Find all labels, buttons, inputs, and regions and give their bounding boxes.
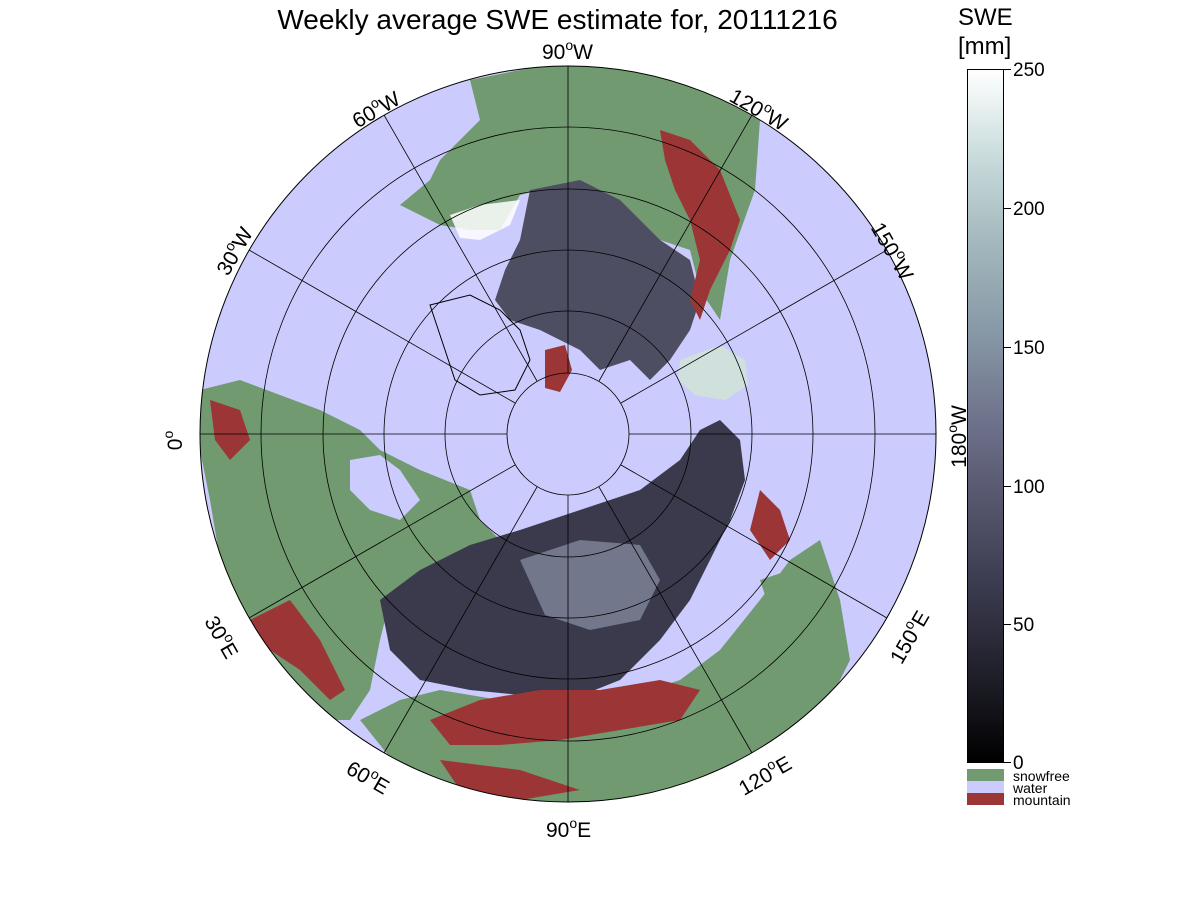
snow-patch-white	[450, 200, 520, 240]
chart-title: Weekly average SWE estimate for, 2011121…	[277, 4, 838, 35]
colorbar-tick-label: 200	[1013, 199, 1045, 220]
colorbar-tickmark-50	[1004, 624, 1011, 625]
rockies-mountain	[660, 130, 740, 320]
lon-label-0: 0o	[160, 430, 188, 451]
legend-swatch-snowfree	[967, 769, 1004, 781]
greenland-outline	[429, 294, 531, 396]
colorbar-tickmark-100	[1004, 486, 1011, 487]
greenland-mountain	[545, 345, 572, 392]
baltic-water	[350, 455, 420, 520]
kamchatka-snowfree	[760, 570, 820, 670]
colorbar-tick-label: 250	[1013, 60, 1045, 81]
europe-mountain-2	[210, 400, 250, 460]
colorbar-tick-label: 100	[1013, 477, 1045, 498]
legend-label-water: water	[1013, 780, 1048, 796]
europe-mountain-1	[250, 600, 345, 700]
map-border	[199, 65, 937, 803]
siberia-snow-light	[520, 540, 660, 630]
colorbar-tickmark-200	[1004, 208, 1011, 209]
colorbar-tick-label: 50	[1013, 615, 1035, 636]
graticule	[200, 66, 936, 802]
asia-mountain-1	[430, 680, 700, 745]
lon-label-top: 90oW	[542, 37, 593, 64]
legend-label-mountain: mountain	[1013, 792, 1071, 808]
asia-mountain-3	[750, 490, 790, 560]
colorbar-title-line1: SWE	[958, 4, 1013, 31]
legend-swatch-water	[967, 781, 1004, 793]
colorbar-tick-label: 150	[1013, 338, 1045, 359]
alaska-snow-high	[678, 345, 748, 400]
legend-label-snowfree: snowfree	[1013, 768, 1070, 784]
colorbar-tickmark-150	[1004, 347, 1011, 348]
colorbar-title-line2: [mm]	[958, 33, 1012, 60]
colorbar-tickmark-250	[1004, 69, 1011, 70]
colorbar	[967, 69, 1004, 763]
colorbar-tick-label: 0	[1013, 753, 1024, 774]
legend-swatch-mountain	[967, 793, 1004, 805]
north-america-snow	[495, 180, 700, 380]
colorbar-tickmark-0	[1004, 762, 1011, 763]
lon-label-90e: 90oE	[546, 815, 592, 842]
